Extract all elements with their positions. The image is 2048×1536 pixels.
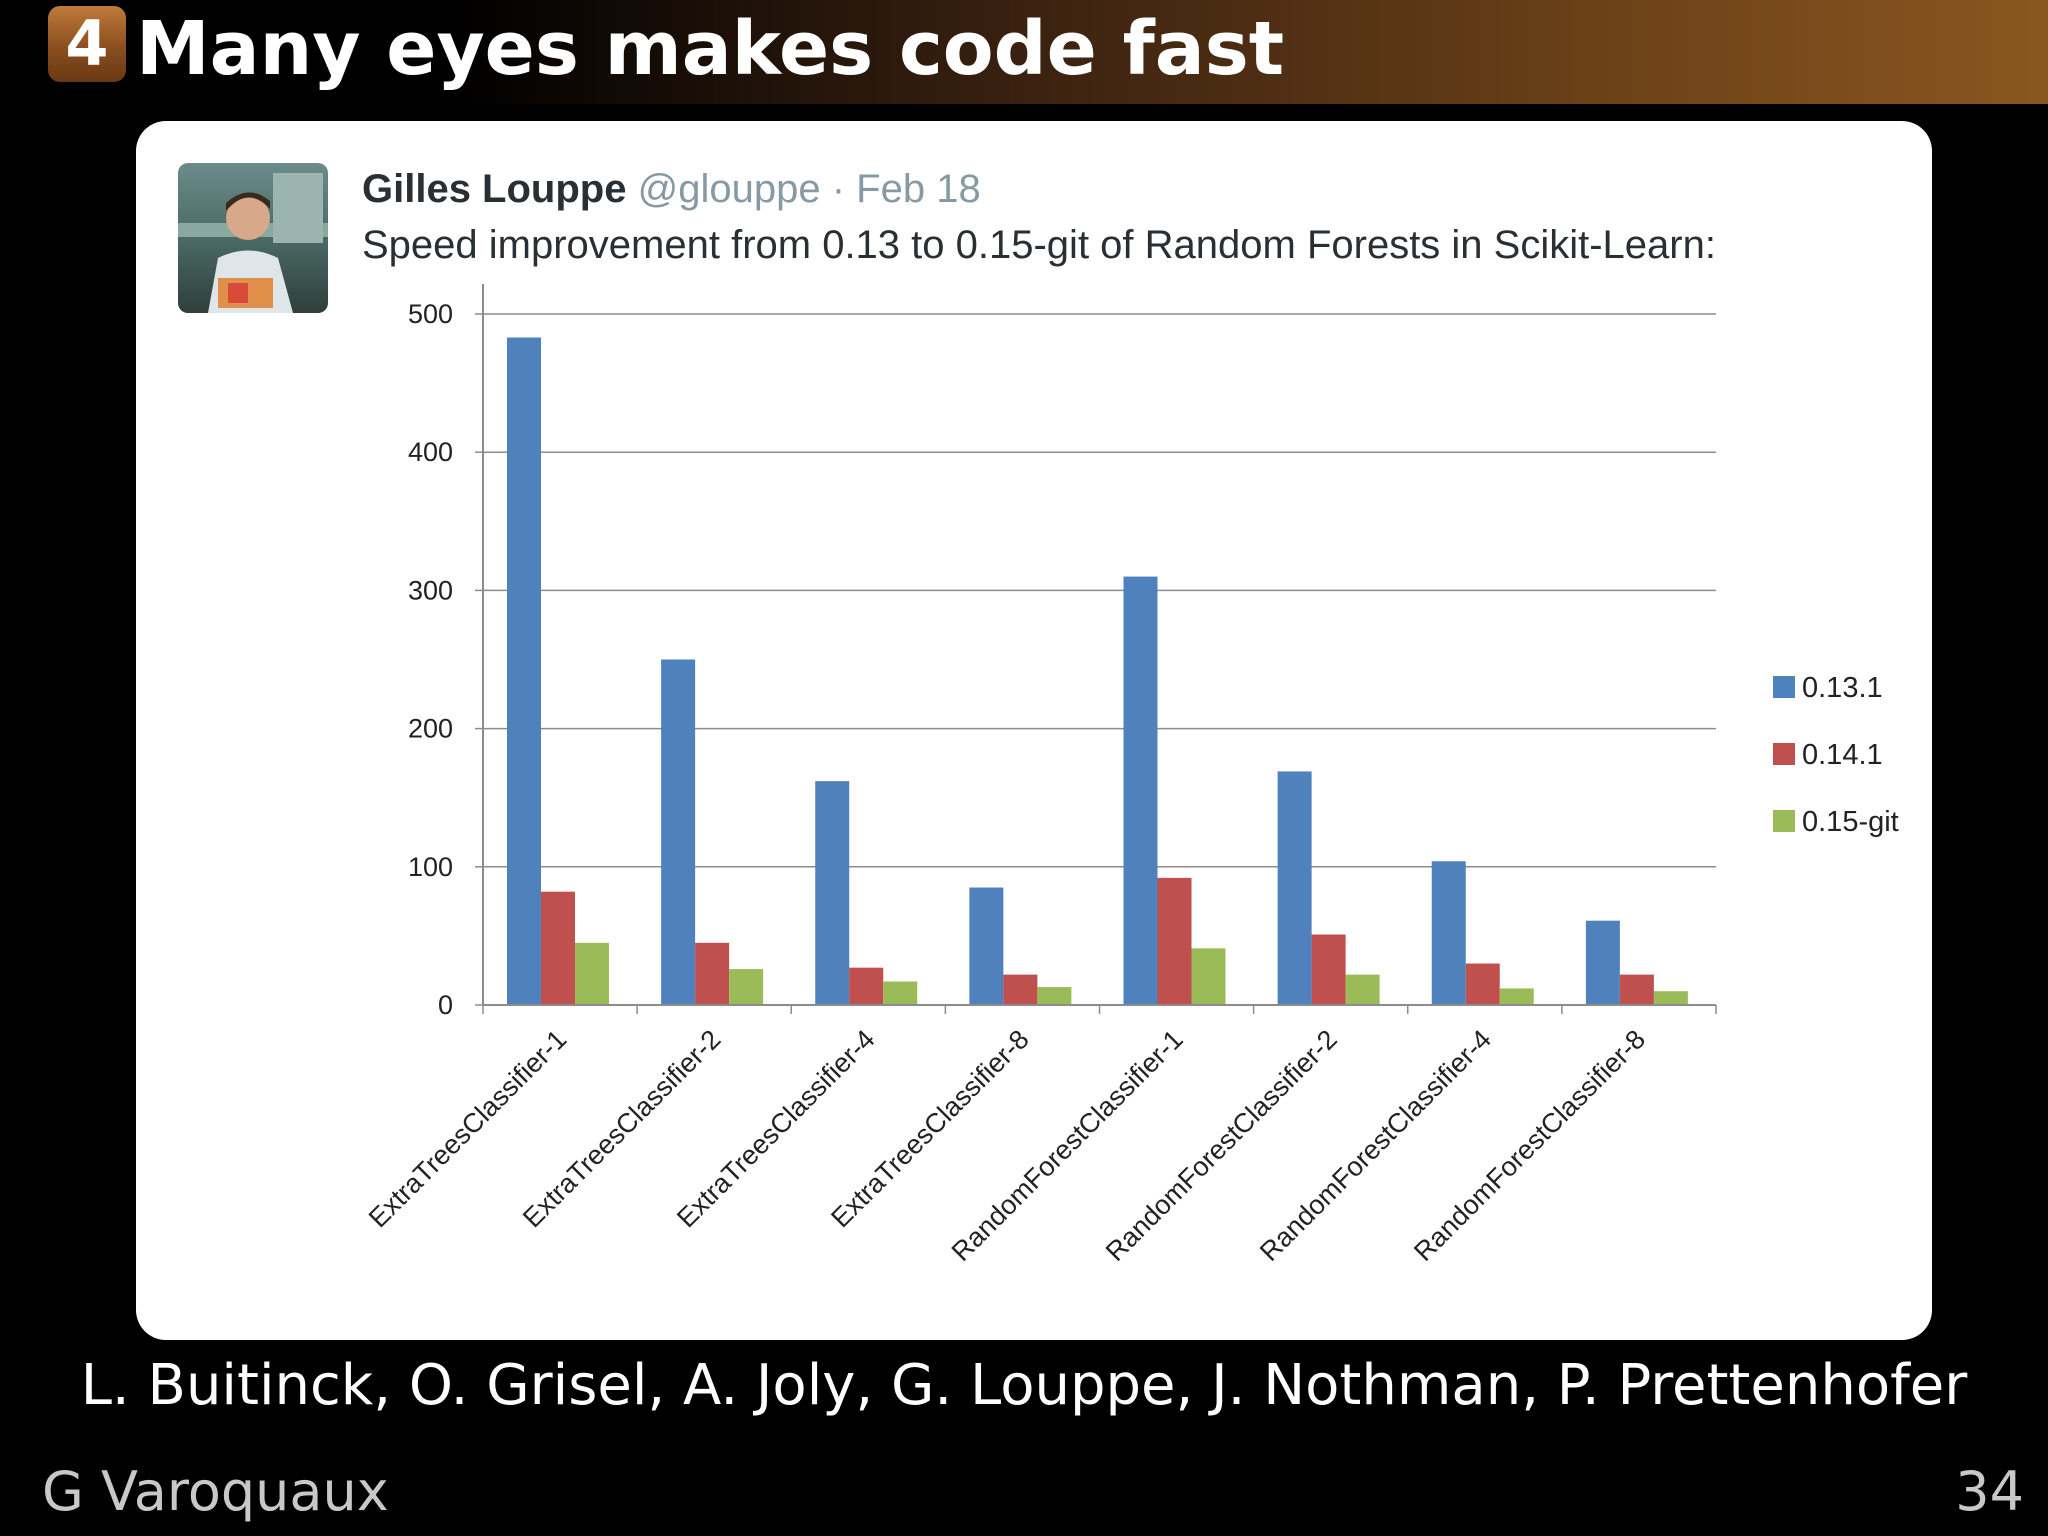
bar-0-15-git-1	[575, 942, 609, 1005]
tweet-text: Speed improvement from 0.13 to 0.15-git …	[362, 223, 1716, 267]
bar-0-15-git-4	[1037, 987, 1072, 1005]
author-avatar	[178, 163, 328, 313]
legend-swatch	[1773, 743, 1795, 765]
bar-0-14-1-2	[695, 942, 730, 1005]
bar-0-13-1-2	[661, 659, 696, 1005]
bar-0-13-1-8	[1585, 920, 1620, 1005]
bar-0-14-1-4	[1003, 974, 1038, 1005]
bar-0-13-1-7	[1431, 861, 1466, 1005]
bar-0-13-1-1	[507, 337, 541, 1005]
legend-label: 0.15-git	[1802, 806, 1899, 838]
y-tick-label: 100	[408, 852, 453, 882]
section-number-badge: 4	[48, 6, 126, 82]
bar-0-15-git-3	[883, 981, 918, 1005]
y-tick-label: 0	[438, 990, 453, 1020]
bar-0-14-1-3	[849, 967, 884, 1005]
slide-header: 4 Many eyes makes code fast	[0, 0, 2048, 104]
authors-credit: L. Buitinck, O. Grisel, A. Joly, G. Loup…	[80, 1353, 1968, 1418]
legend-swatch	[1773, 676, 1795, 698]
legend-swatch	[1773, 810, 1795, 832]
bar-0-14-1-5	[1157, 877, 1192, 1005]
y-tick-label: 200	[408, 714, 453, 744]
bar-0-15-git-5	[1191, 948, 1226, 1005]
presenter-name: G Varoquaux	[42, 1460, 389, 1523]
bar-0-14-1-8	[1619, 974, 1654, 1005]
bar-0-14-1-7	[1465, 963, 1500, 1005]
bar-0-15-git-2	[729, 969, 764, 1005]
page-number: 34	[1955, 1460, 2024, 1523]
bar-0-14-1-1	[541, 891, 575, 1005]
bar-0-15-git-7	[1499, 988, 1534, 1005]
bar-0-13-1-6	[1277, 771, 1312, 1005]
y-tick-label: 500	[408, 299, 453, 329]
tweet-header: Gilles Louppe @glouppe · Feb 18	[362, 159, 981, 219]
y-tick-label: 300	[408, 575, 453, 605]
bar-0-15-git-8	[1653, 991, 1688, 1005]
tweet-separator: ·	[831, 167, 846, 211]
y-tick-label: 400	[408, 437, 453, 467]
bar-0-13-1-3	[815, 781, 850, 1005]
bar-0-14-1-6	[1311, 934, 1346, 1005]
tweet-author-name[interactable]: Gilles Louppe	[362, 167, 627, 211]
slide-title: Many eyes makes code fast	[136, 6, 1285, 92]
legend-label: 0.14.1	[1802, 739, 1883, 771]
legend-label: 0.13.1	[1802, 672, 1883, 704]
tweet-date[interactable]: Feb 18	[856, 167, 981, 211]
bar-0-13-1-4	[969, 887, 1004, 1005]
tweet-author-handle[interactable]: @glouppe	[637, 167, 821, 211]
tweet-card: Gilles Louppe @glouppe · Feb 18 Speed im…	[136, 121, 1932, 1340]
bar-0-13-1-5	[1123, 576, 1158, 1005]
bar-0-15-git-6	[1345, 974, 1380, 1005]
